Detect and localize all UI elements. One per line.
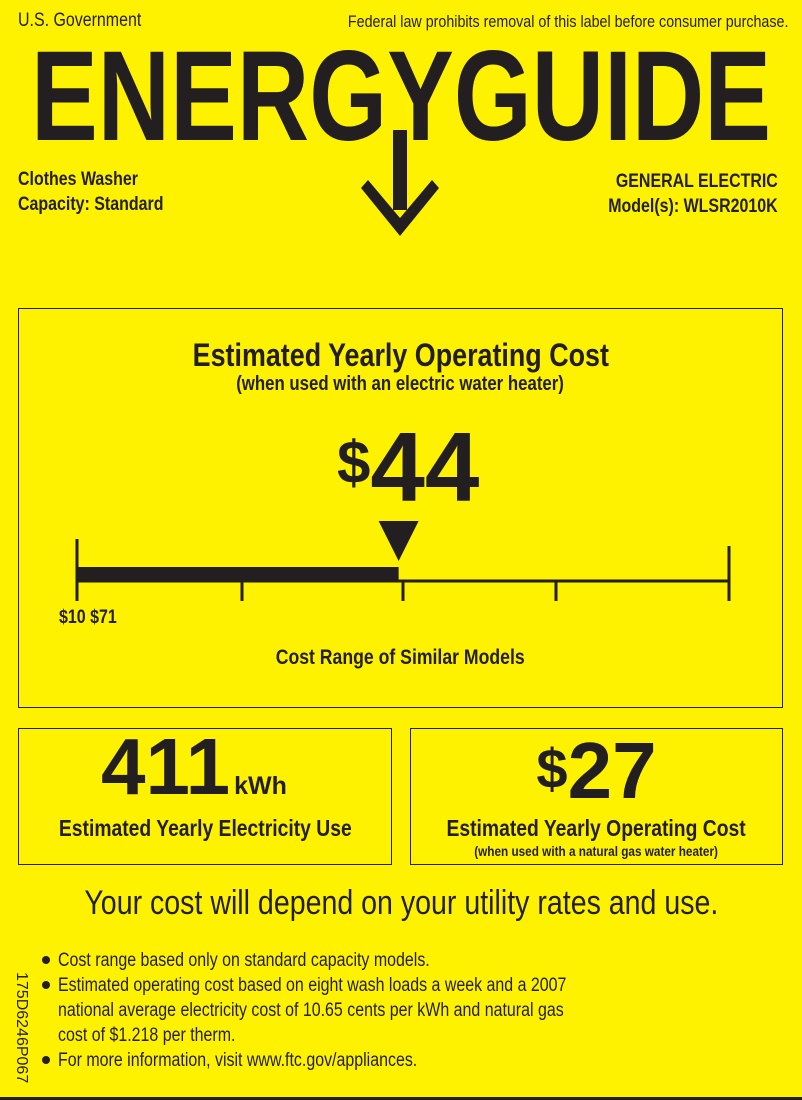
- electricity-use-box: 411 kWh Estimated Yearly Electricity Use: [18, 722, 392, 865]
- range-labels: $10 $71: [59, 607, 117, 628]
- gas-cost-box: $27 Estimated Yearly Operating Cost (whe…: [410, 728, 783, 865]
- main-cost-value: $44: [337, 413, 479, 517]
- note-item-continued: cost of $1.218 per therm.: [58, 1025, 236, 1046]
- tagline: Your cost will depend on your utility ra…: [84, 884, 718, 922]
- note-item: Cost range based only on standard capaci…: [42, 948, 501, 973]
- removal-notice: Federal law prohibits removal of this la…: [347, 12, 788, 31]
- appliance-type: Clothes Washer: [18, 169, 139, 190]
- gas-cost-label: Estimated Yearly Operating Cost: [446, 815, 747, 841]
- range-caption: Cost Range of Similar Models: [276, 646, 525, 669]
- electricity-label: Estimated Yearly Electricity Use: [58, 815, 352, 841]
- currency-symbol: $: [337, 429, 371, 496]
- main-cost-subtitle: (when used with an electric water heater…: [236, 373, 565, 395]
- label-code: 175D6246P067: [13, 972, 30, 1084]
- unit-label: kWh: [234, 772, 287, 800]
- note-item-continued: national average electricity cost of 10.…: [58, 1000, 564, 1021]
- electricity-value: 411 kWh: [101, 722, 287, 811]
- model-number: Model(s): WLSR2010K: [608, 196, 778, 217]
- cost-amount: 44: [370, 412, 480, 522]
- note-item: For more information, visit www.ftc.gov/…: [42, 1048, 486, 1073]
- bottom-border: [0, 1097, 802, 1100]
- arrow-down-icon: [361, 130, 439, 236]
- scale-fill-bar: [77, 567, 399, 582]
- gas-cost-value: $27: [536, 726, 657, 815]
- cost-range-scale: [75, 521, 731, 601]
- government-label: U.S. Government: [18, 10, 142, 31]
- capacity: Capacity: Standard: [18, 194, 164, 215]
- main-cost-title: Estimated Yearly Operating Cost: [192, 337, 609, 373]
- gas-cost-sublabel: (when used with a natural gas water heat…: [474, 843, 719, 859]
- main-cost-box: Estimated Yearly Operating Cost (when us…: [18, 308, 783, 708]
- cost-pointer-triangle: [378, 521, 419, 561]
- note-item: Estimated operating cost based on eight …: [42, 973, 663, 998]
- manufacturer: GENERAL ELECTRIC: [616, 171, 778, 192]
